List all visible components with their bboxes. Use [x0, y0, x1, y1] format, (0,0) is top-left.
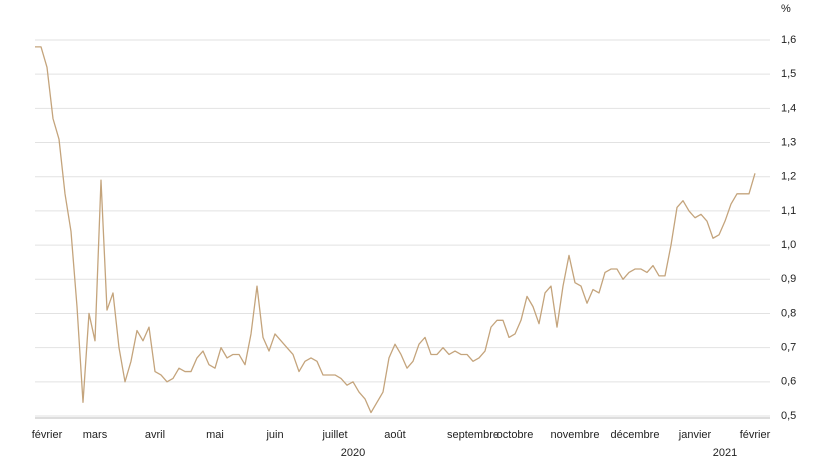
x-tick-label: novembre [551, 429, 600, 441]
y-axis-label: % [781, 3, 791, 15]
x-tick-label: janvier [678, 429, 712, 441]
y-tick-label: 0,6 [781, 376, 796, 388]
x-tick-label: avril [145, 429, 165, 441]
y-tick-label: 1,4 [781, 102, 796, 114]
y-tick-label: 1,0 [781, 239, 796, 251]
y-tick-label: 0,8 [781, 307, 796, 319]
y-tick-label: 1,2 [781, 171, 796, 183]
x-tick-label: août [384, 429, 405, 441]
y-tick-label: 1,1 [781, 205, 796, 217]
x-tick-label: février [740, 429, 771, 441]
y-tick-label: 1,3 [781, 136, 796, 148]
x-tick-label: mars [83, 429, 108, 441]
x-tick-label: juillet [321, 429, 347, 441]
y-tick-label: 1,6 [781, 34, 796, 46]
y-tick-label: 0,5 [781, 410, 796, 422]
x-group-label: 2021 [713, 447, 737, 459]
x-tick-label: juin [265, 429, 283, 441]
y-tick-label: 0,9 [781, 273, 796, 285]
x-tick-label: octobre [497, 429, 534, 441]
x-tick-label: décembre [611, 429, 660, 441]
x-group-label: 2020 [341, 447, 365, 459]
data-line [35, 46, 756, 414]
x-tick-label: février [32, 429, 63, 441]
x-tick-label: mai [206, 429, 224, 441]
x-tick-label: septembre [447, 429, 499, 441]
y-tick-label: 1,5 [781, 68, 796, 80]
y-tick-label: 0,7 [781, 342, 796, 354]
